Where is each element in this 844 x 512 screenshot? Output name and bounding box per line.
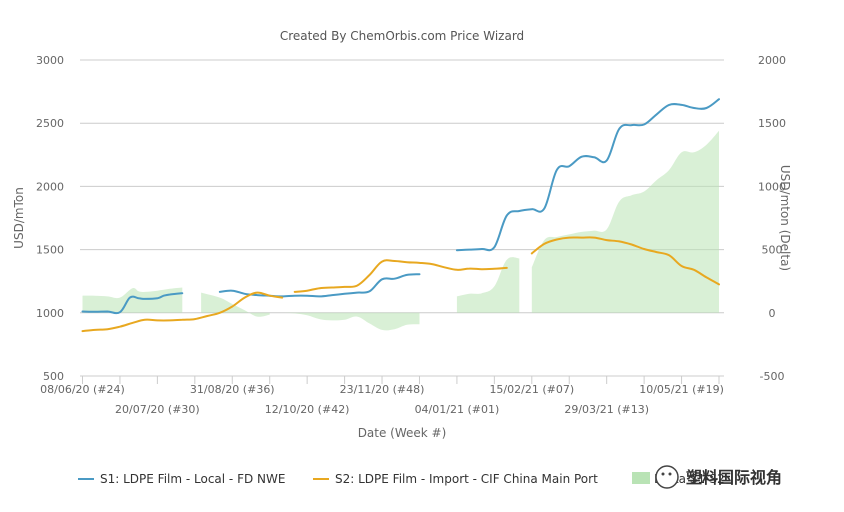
y-left-tick-label: 2000	[36, 180, 64, 193]
watermark-text: 塑料国际视角	[686, 468, 782, 487]
wechat-icon	[655, 465, 679, 489]
delta-area-segment	[282, 312, 420, 331]
series-line-s2	[293, 259, 508, 293]
legend-label: S2: LDPE Film - Import - CIF China Main …	[335, 472, 598, 486]
y-right-tick-label: 1000	[758, 180, 786, 193]
legend: S1: LDPE Film - Local - FD NWE S2: LDPE F…	[78, 472, 725, 486]
x-tick-label: 15/02/21 (#07)	[489, 383, 574, 396]
x-tick-label: 08/06/20 (#24)	[40, 383, 125, 396]
y-right-tick-label: 1500	[758, 117, 786, 130]
y-left-tick-label: 3000	[36, 54, 64, 67]
y-right-tick-label: 500	[762, 244, 783, 257]
series-line-layer	[81, 98, 720, 333]
y-right-tick-label: 0	[769, 307, 776, 320]
delta-area-segment	[531, 130, 719, 313]
series-line-s2	[530, 236, 720, 286]
delta-area-layer	[82, 130, 719, 331]
wechat-icon-eye-left	[661, 472, 665, 476]
y-left-tick-label: 500	[43, 370, 64, 383]
x-tick-label: 12/10/20 (#42)	[265, 403, 350, 416]
legend-swatch	[632, 472, 650, 484]
series-line-s1	[455, 98, 720, 252]
y-right-tick-label: -500	[760, 370, 785, 383]
x-tick-label: 04/01/21 (#01)	[415, 403, 500, 416]
x-tick-label: 23/11/20 (#48)	[340, 383, 425, 396]
series-line-s1	[218, 273, 421, 298]
y-right-tick-label: 2000	[758, 54, 786, 67]
left-axis-ticks: 500 1000 1500 2000 2500 3000	[36, 54, 64, 383]
y-axis-right-title: USD/mton (Delta)	[778, 165, 792, 271]
legend-label: S1: LDPE Film - Local - FD NWE	[100, 472, 285, 486]
chart-title: Created By ChemOrbis.com Price Wizard	[280, 29, 524, 43]
right-axis-ticks: -500 0 500 1000 1500 2000	[758, 54, 786, 383]
series-line-s2	[81, 291, 284, 333]
series-line-s1	[81, 292, 184, 315]
x-tick-label: 31/08/20 (#36)	[190, 383, 275, 396]
x-axis-title: Date (Week #)	[358, 426, 447, 440]
x-tick-label: 10/05/21 (#19)	[639, 383, 724, 396]
delta-area-segment	[456, 257, 520, 313]
x-axis-ticks: 08/06/20 (#24) 20/07/20 (#30) 31/08/20 (#3…	[40, 375, 724, 416]
y-left-tick-label: 1500	[36, 244, 64, 257]
y-left-tick-label: 1000	[36, 307, 64, 320]
y-axis-left-title: USD/mTon	[12, 187, 26, 249]
delta-area-segment	[82, 287, 183, 313]
x-tick-label: 29/03/21 (#13)	[564, 403, 649, 416]
delta-area-segment	[201, 292, 270, 317]
watermark: 塑料国际视角	[655, 465, 782, 489]
x-tick-label: 20/07/20 (#30)	[115, 403, 200, 416]
wechat-icon-eye-right	[668, 472, 672, 476]
y-left-tick-label: 2500	[36, 117, 64, 130]
